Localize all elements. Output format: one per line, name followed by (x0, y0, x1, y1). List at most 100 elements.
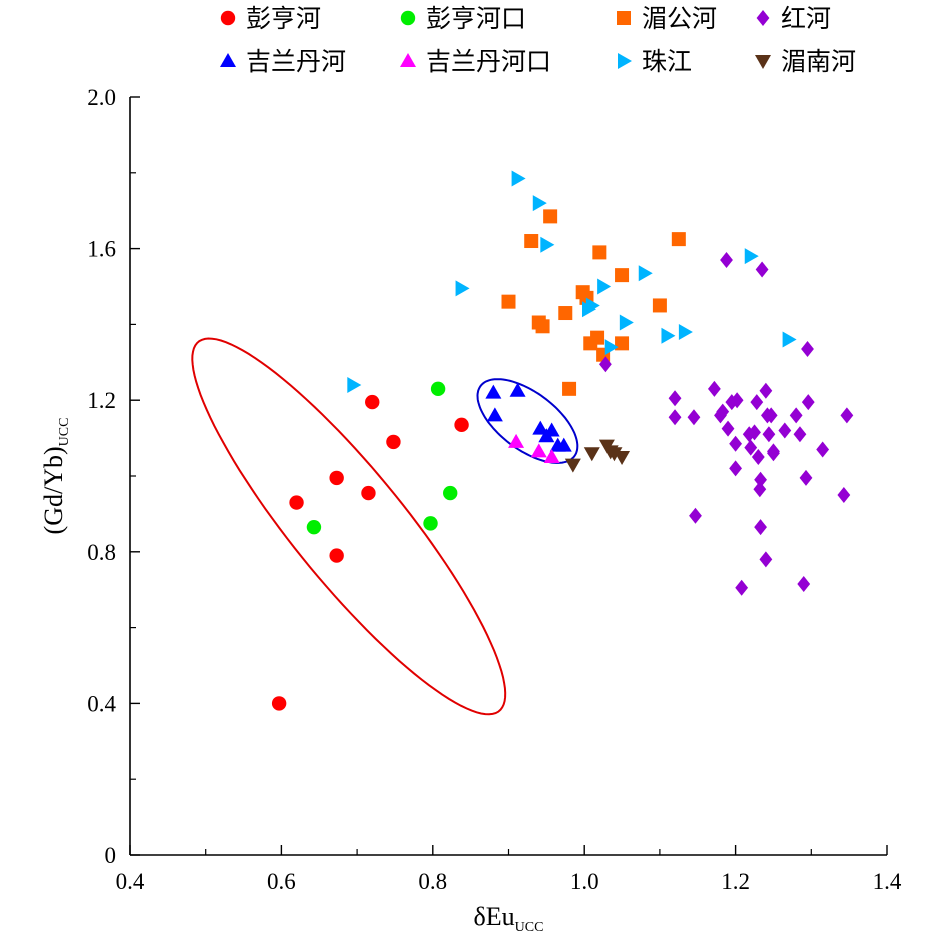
series-5 (508, 433, 560, 464)
y-ticks: 0 0.4 0.8 1.2 1.6 2.0 (87, 85, 140, 868)
data-point (558, 306, 573, 321)
data-point (751, 449, 765, 466)
data-point (753, 481, 767, 498)
data-point (750, 394, 764, 411)
x-tick-label: 1.2 (721, 869, 750, 894)
legend-label: 吉兰丹河口 (426, 47, 551, 76)
data-point (365, 394, 380, 410)
data-point (837, 486, 851, 503)
data-point (562, 381, 577, 396)
data-point (347, 377, 362, 394)
data-point (720, 251, 733, 268)
x-axis-title-sub: UCC (515, 920, 544, 935)
data-point (454, 417, 469, 433)
red-cluster-ellipse (191, 337, 507, 716)
data-point (789, 407, 803, 424)
x-tick-label: 0.8 (418, 869, 447, 894)
x-tick-label: 0.6 (267, 869, 296, 894)
data-point (759, 382, 773, 399)
data-point (689, 507, 702, 524)
data-points (271, 170, 854, 711)
legend-marker (618, 53, 632, 69)
data-point (797, 576, 811, 593)
data-point (744, 248, 759, 265)
data-point (671, 232, 686, 247)
x-tick-label: 1.4 (873, 869, 902, 894)
data-point (443, 485, 458, 501)
data-point (619, 314, 634, 331)
legend-item: 珠江 (618, 47, 692, 76)
data-point (729, 435, 742, 452)
series-7 (564, 439, 631, 473)
data-point (564, 458, 581, 473)
legend-label: 红河 (781, 4, 831, 33)
series-1 (306, 381, 458, 535)
data-point (754, 519, 767, 536)
data-point (455, 280, 470, 297)
x-axis-title-main: δEu (474, 902, 515, 931)
legend-item: 吉兰丹河口 (400, 47, 551, 76)
data-point (501, 294, 516, 309)
legend-item: 湄公河 (617, 4, 717, 33)
data-point (744, 439, 758, 456)
data-point (597, 278, 612, 295)
data-point (543, 449, 560, 464)
data-point (485, 384, 502, 399)
data-point (778, 422, 792, 439)
data-point (762, 426, 776, 443)
data-point (592, 245, 607, 260)
legend-marker (756, 10, 770, 26)
y-tick-label: 2.0 (87, 85, 116, 110)
data-point (759, 551, 773, 568)
data-point (615, 336, 630, 351)
data-point (730, 392, 744, 409)
blue-cluster-ellipse (476, 378, 579, 464)
data-point (430, 381, 446, 397)
data-point (661, 327, 676, 344)
data-point (801, 394, 815, 411)
legend-marker (400, 10, 416, 26)
data-point (614, 451, 631, 466)
data-point (755, 261, 769, 278)
data-point (606, 447, 623, 462)
data-point (668, 409, 682, 426)
data-point (423, 516, 438, 531)
legend-marker (617, 11, 631, 25)
data-point (735, 579, 749, 596)
data-point (555, 437, 572, 452)
data-point (329, 548, 344, 563)
data-point (598, 356, 612, 373)
cluster-ellipses (191, 337, 579, 716)
legend-item: 彭亨河 (220, 4, 321, 33)
data-point (486, 407, 503, 422)
data-point (540, 236, 555, 253)
series-3 (598, 251, 854, 596)
data-point (652, 298, 667, 313)
data-point (708, 380, 721, 397)
y-tick-label: 0.4 (87, 691, 116, 716)
data-point (329, 470, 344, 486)
legend-label: 彭亨河 (246, 4, 321, 33)
x-ticks: 0.4 0.6 0.8 1.0 1.2 1.4 (116, 845, 902, 894)
data-point (535, 319, 550, 334)
data-point (289, 495, 304, 510)
data-point (511, 170, 526, 187)
legend-label: 吉兰丹河 (246, 47, 346, 76)
data-point (767, 443, 780, 460)
data-point (590, 330, 605, 345)
data-point (638, 265, 653, 282)
data-point (716, 403, 730, 420)
legend-label: 珠江 (642, 47, 692, 76)
data-point (306, 519, 322, 535)
data-point (585, 297, 600, 314)
x-axis-title: δEuUCC (474, 902, 544, 935)
data-point (543, 422, 560, 437)
data-point (615, 268, 630, 283)
legend-label: 湄公河 (642, 4, 717, 33)
data-point (764, 407, 778, 424)
data-point (754, 471, 767, 488)
data-point (361, 485, 376, 501)
y-tick-label: 0.8 (87, 540, 116, 565)
series-0 (271, 394, 469, 711)
